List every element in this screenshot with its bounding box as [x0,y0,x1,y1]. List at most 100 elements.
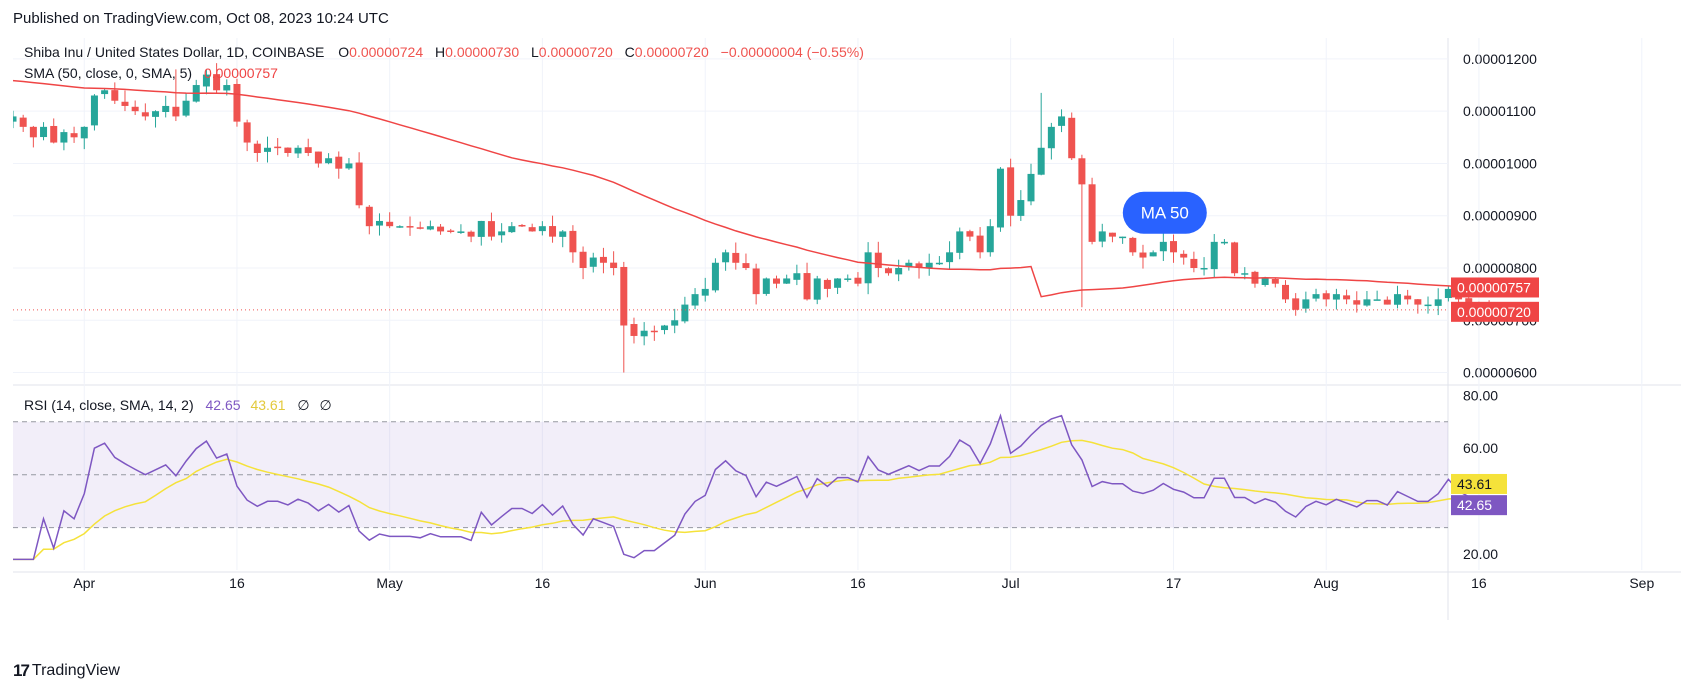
candle-body [1017,200,1025,216]
candle-body [1434,299,1442,306]
time-axis-label: Apr [73,575,95,591]
rsi-extra-1: ∅ [297,397,310,413]
candle-body [854,277,862,284]
tradingview-brand[interactable]: 17 TradingView [13,661,120,681]
candle-body [549,226,557,237]
chart-svg[interactable]: 0.00001200 0.00001100 0.00001000 0.00000900… [9,38,1681,668]
price-axis-label: 0.00000600 [1463,365,1537,381]
candle-body [406,226,414,228]
candle-body [1465,298,1473,305]
candle-body [1149,252,1157,257]
candle-body [213,74,221,91]
rsi-line [13,413,1490,561]
candle-body [386,221,394,227]
candle-body [131,106,139,112]
candle-body [742,263,750,268]
candle-body [60,132,68,143]
candle-body [711,262,719,291]
candle-body [467,231,475,237]
candle-body [732,252,740,263]
candle-body [1404,295,1412,300]
candle-body [579,251,587,268]
chart-area[interactable]: 0.00001200 0.00001100 0.00001000 0.00000900… [9,38,1681,668]
candle-body [1159,241,1167,252]
candle-body [1129,237,1137,253]
candle-body [284,147,292,153]
candle-body [722,252,730,263]
sma-value: 0.00000757 [203,65,278,81]
candle-body [864,252,872,284]
rsi-axis-label: 60.00 [1463,440,1498,456]
high-label: H [435,44,446,60]
symbol-label: Shiba Inu / United States Dollar, 1D, CO… [24,44,325,60]
candle-body [172,106,180,117]
candle-body [1231,242,1239,274]
candle-body [111,90,119,101]
open-value: 0.00000724 [349,44,424,60]
candle-body [946,252,954,263]
candle-body [304,147,312,153]
candle-body [1322,293,1330,300]
candle-body [1068,117,1076,159]
open-label: O [338,44,350,60]
published-caption: Published on TradingView.com, Oct 08, 20… [13,10,389,27]
candle-body [233,83,241,122]
candle-body [752,268,760,295]
time-axis-label: 16 [229,575,245,591]
low-value: 0.00000720 [538,44,613,60]
low-label: L [531,44,539,60]
time-axis-label: Jul [1002,575,1020,591]
candle-body [274,146,282,149]
rsi-badge: 42.65 [1457,497,1492,513]
time-axis-label: Aug [1314,575,1339,591]
candle-body [1343,295,1351,300]
candle-body [1180,253,1188,258]
candle-body [90,95,98,126]
candle-body [1037,147,1045,175]
close-label: C [624,44,635,60]
candle-body [1282,284,1289,300]
candle-body [1383,299,1391,305]
candle-body [844,278,852,280]
candle-body [538,226,546,232]
candle-body [1302,299,1310,309]
candle-body [1353,300,1361,305]
rsi-ma-line [13,439,1490,561]
price-axis-label: 0.00000800 [1463,260,1537,276]
candle-body [253,143,261,153]
candle-body [447,230,455,232]
candle-body [874,252,882,268]
rsi-extra-2: ∅ [319,397,332,413]
candle-body [956,231,964,253]
candle-body [803,273,811,300]
candle-body [1190,258,1198,268]
candle-body [976,235,984,253]
candle-body [437,226,445,232]
candle-body [671,320,679,326]
candle-body [152,111,160,117]
candle-body [701,288,709,296]
candle-body [1108,232,1116,237]
candle-body [1200,268,1208,270]
candle-body [773,278,780,284]
candle-body [477,220,485,237]
candle-body [1088,184,1096,242]
candle-body [355,162,363,206]
candle-body [29,126,37,138]
candle-body [1047,126,1055,149]
candle-body [1261,278,1269,285]
rsi-band [13,421,1448,528]
price-axis-label: 0.00001000 [1463,155,1537,171]
candle-body [314,151,322,164]
candle-body [681,304,689,322]
candle-body [1393,294,1401,305]
change-value: −0.00000004 (−0.55%) [720,44,864,60]
last-price-badge: 0.00000720 [1457,304,1531,320]
candle-body [396,226,404,228]
candle-body [966,231,974,237]
candle-body [1271,278,1279,284]
candle-body [935,262,943,265]
sma-label: SMA (50, close, 0, SMA, 5) [24,65,193,81]
candle-body [1139,252,1147,258]
time-axis-label: 16 [1471,575,1487,591]
